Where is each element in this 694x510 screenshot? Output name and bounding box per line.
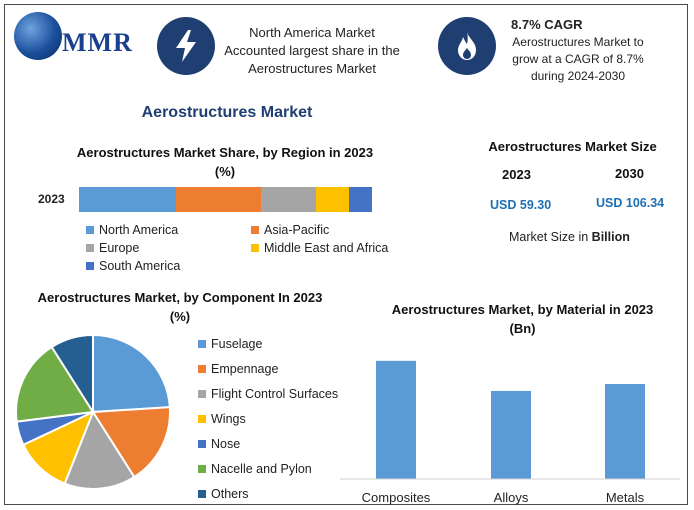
legend-label: North America (99, 223, 179, 237)
region-chart-category-label: 2023 (38, 192, 65, 206)
region-legend: North America Asia-Pacific Europe Middle Ea… (86, 223, 416, 273)
material-bar-metals (605, 384, 645, 479)
market-size-year-2030: 2030 (615, 166, 644, 181)
flame-icon (438, 17, 496, 75)
material-bar-composites (376, 360, 416, 479)
region-bar-segment-north-america (79, 187, 176, 212)
region-chart-title: Aerostructures Market Share, by Region i… (76, 145, 374, 179)
legend-swatch (251, 244, 259, 252)
component-legend-item-wings: Wings (198, 410, 358, 428)
pie-slice-nacelle-and-pylon (15, 345, 95, 423)
cagr-title: 8.7% CAGR (511, 17, 583, 32)
market-size-value-2030: USD 106.34 (596, 196, 665, 210)
legend-label: Flight Control Surfaces (211, 387, 339, 401)
market-size-year-2023: 2023 (502, 167, 531, 182)
legend-swatch (198, 365, 206, 373)
component-legend-item-nose: Nose (198, 435, 358, 453)
component-legend-item-nacelle-and-pylon: Nacelle and Pylon (198, 460, 358, 478)
market-size-note: Market Size in Billion (509, 230, 630, 244)
region-bar-segment-europe (260, 187, 317, 212)
legend-label: South America (99, 259, 181, 273)
legend-swatch (198, 415, 206, 423)
region-legend-item-middle-east-and-africa: Middle East and Africa (251, 241, 416, 255)
legend-swatch (198, 490, 206, 498)
header-box1-line1: North America Market (249, 25, 375, 40)
region-legend-item-south-america: South America (86, 259, 251, 273)
region-stacked-bar (79, 187, 372, 212)
globe-logo-icon (14, 12, 62, 60)
header-box1-line2: Accounted largest share in the (224, 43, 400, 58)
brand-logo-text: MMR (62, 28, 133, 57)
material-axis-label-metals: Metals (606, 490, 645, 505)
header-box2-text: 8.7% CAGR Aerostructures Market to grow … (500, 16, 656, 85)
legend-swatch (198, 340, 206, 348)
region-legend-item-asia-pacific: Asia-Pacific (251, 223, 416, 237)
legend-swatch (198, 465, 206, 473)
material-bar-alloys (491, 390, 531, 479)
component-legend-item-others: Others (198, 485, 358, 503)
header-box1-line3: Aerostructures Market (248, 61, 376, 76)
legend-label: Others (211, 487, 249, 501)
pie-slice-others (50, 333, 94, 416)
region-legend-item-north-america: North America (86, 223, 251, 237)
component-legend-item-flight-control-surfaces: Flight Control Surfaces (198, 385, 358, 403)
legend-label: Fuselage (211, 337, 263, 351)
legend-label: Empennage (211, 362, 279, 376)
legend-label: Wings (211, 412, 246, 426)
legend-swatch (86, 244, 94, 252)
legend-swatch (251, 226, 259, 234)
legend-label: Nacelle and Pylon (211, 462, 312, 476)
region-bar-segment-asia-pacific (175, 187, 261, 212)
header-box1-text: North America Market Accounted largest s… (212, 24, 412, 78)
component-legend-item-empennage: Empennage (198, 360, 358, 378)
pie-slice-empennage (91, 406, 171, 479)
legend-swatch (86, 262, 94, 270)
material-bar-chart: Composites Alloys Metals (340, 360, 680, 505)
legend-swatch (86, 226, 94, 234)
market-size-note-prefix: Market Size in (509, 230, 592, 244)
market-size-title: Aerostructures Market Size (488, 139, 657, 154)
component-legend: Fuselage Empennage Flight Control Surfaces… (198, 335, 358, 503)
material-axis-label-composites: Composites (362, 490, 431, 505)
component-pie-chart (15, 333, 171, 490)
legend-label: Asia-Pacific (264, 223, 330, 237)
region-legend-item-europe: Europe (86, 241, 251, 255)
pie-slice-fuselage (92, 333, 171, 414)
legend-label: Nose (211, 437, 241, 451)
legend-swatch (198, 390, 206, 398)
region-bar-segment-middle-east-and-africa (316, 187, 349, 212)
legend-label: Europe (99, 241, 140, 255)
material-chart-title: Aerostructures Market, by Material in 20… (391, 302, 654, 336)
legend-swatch (198, 440, 206, 448)
material-axis-label-alloys: Alloys (494, 490, 529, 505)
header-box2-line2: grow at a CAGR of 8.7% (512, 52, 644, 66)
page-title: Aerostructures Market (141, 104, 313, 121)
market-size-note-unit: Billion (591, 230, 630, 244)
infographic-frame (4, 4, 688, 505)
header-box2-line1: Aerostructures Market to (512, 35, 644, 49)
header-box2-line3: during 2024-2030 (530, 69, 626, 83)
lightning-icon (157, 17, 215, 75)
pie-slice-flight-control-surfaces (63, 409, 136, 490)
market-size-value-2023: USD 59.30 (490, 198, 552, 212)
component-legend-item-fuselage: Fuselage (198, 335, 358, 353)
legend-label: Middle East and Africa (264, 241, 389, 255)
region-bar-segment-south-america (348, 187, 372, 212)
component-chart-title: Aerostructures Market, by Component In 2… (37, 290, 323, 324)
